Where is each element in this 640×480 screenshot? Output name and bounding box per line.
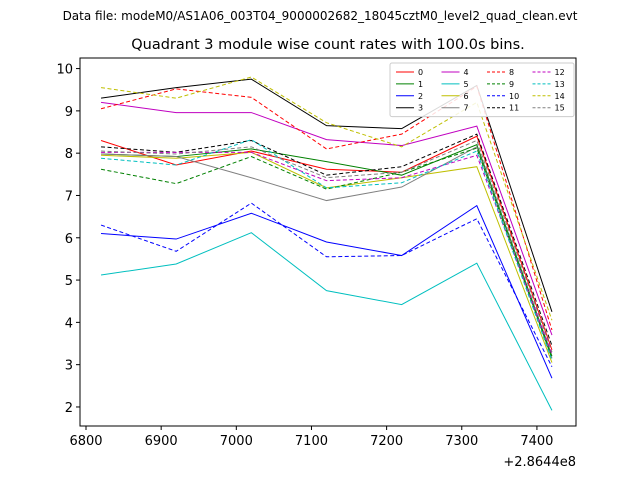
legend-label-6: 6 [464, 92, 469, 101]
legend-label-12: 12 [555, 68, 565, 77]
x-tick-label: 7300 [445, 434, 478, 449]
x-tick-label: 7200 [370, 434, 403, 449]
legend-box [389, 62, 575, 118]
series-line-2 [101, 204, 553, 379]
y-tick-label: 8 [65, 147, 73, 162]
y-tick-label: 6 [65, 232, 73, 247]
y-tick-label: 9 [65, 105, 73, 120]
series-line-4 [100, 101, 553, 336]
legend-label-15: 15 [555, 104, 565, 113]
y-tick-label: 4 [65, 316, 73, 331]
series-line-7 [101, 146, 553, 359]
chart-title: Quadrant 3 module wise count rates with … [131, 37, 525, 53]
x-axis-offset-label: +2.8644e8 [503, 455, 576, 470]
series-line-13 [100, 139, 553, 361]
series-line-10 [100, 202, 553, 368]
legend-label-8: 8 [509, 68, 514, 77]
y-tick-label: 7 [65, 189, 73, 204]
figure-suptitle: Data file: modeM0/AS1A06_003T04_90000026… [63, 9, 578, 23]
legend-label-2: 2 [418, 92, 423, 101]
plot-area-frame [79, 57, 577, 427]
x-tick-label: 6900 [145, 434, 178, 449]
legend-label-1: 1 [418, 80, 423, 89]
x-tick-label: 7100 [295, 434, 328, 449]
legend-label-7: 7 [464, 104, 469, 113]
y-tick-label: 5 [65, 274, 73, 289]
y-tick-label: 2 [65, 401, 73, 416]
y-tick-label: 10 [56, 63, 73, 78]
legend-label-0: 0 [418, 68, 423, 77]
series-line-12 [101, 151, 553, 355]
y-axis: 2 3 4 5 6 7 8 9 10 [56, 63, 80, 416]
series-line-15 [101, 139, 553, 353]
series-line-14 [100, 76, 553, 321]
x-tick-label: 7400 [520, 434, 553, 449]
legend-label-11: 11 [509, 104, 519, 113]
series-line-5 [100, 232, 553, 411]
x-axis: 6800 6900 7000 7100 7200 7300 7400 [69, 426, 553, 449]
x-tick-label: 7000 [220, 434, 253, 449]
legend-label-14: 14 [555, 92, 565, 101]
legend-label-13: 13 [555, 80, 565, 89]
legend-label-3: 3 [418, 104, 423, 113]
legend-label-9: 9 [509, 80, 514, 89]
legend-label-4: 4 [464, 68, 469, 77]
legend-label-5: 5 [464, 80, 469, 89]
x-tick-label: 6800 [69, 434, 102, 449]
legend-label-10: 10 [509, 92, 519, 101]
y-tick-label: 3 [65, 359, 73, 374]
